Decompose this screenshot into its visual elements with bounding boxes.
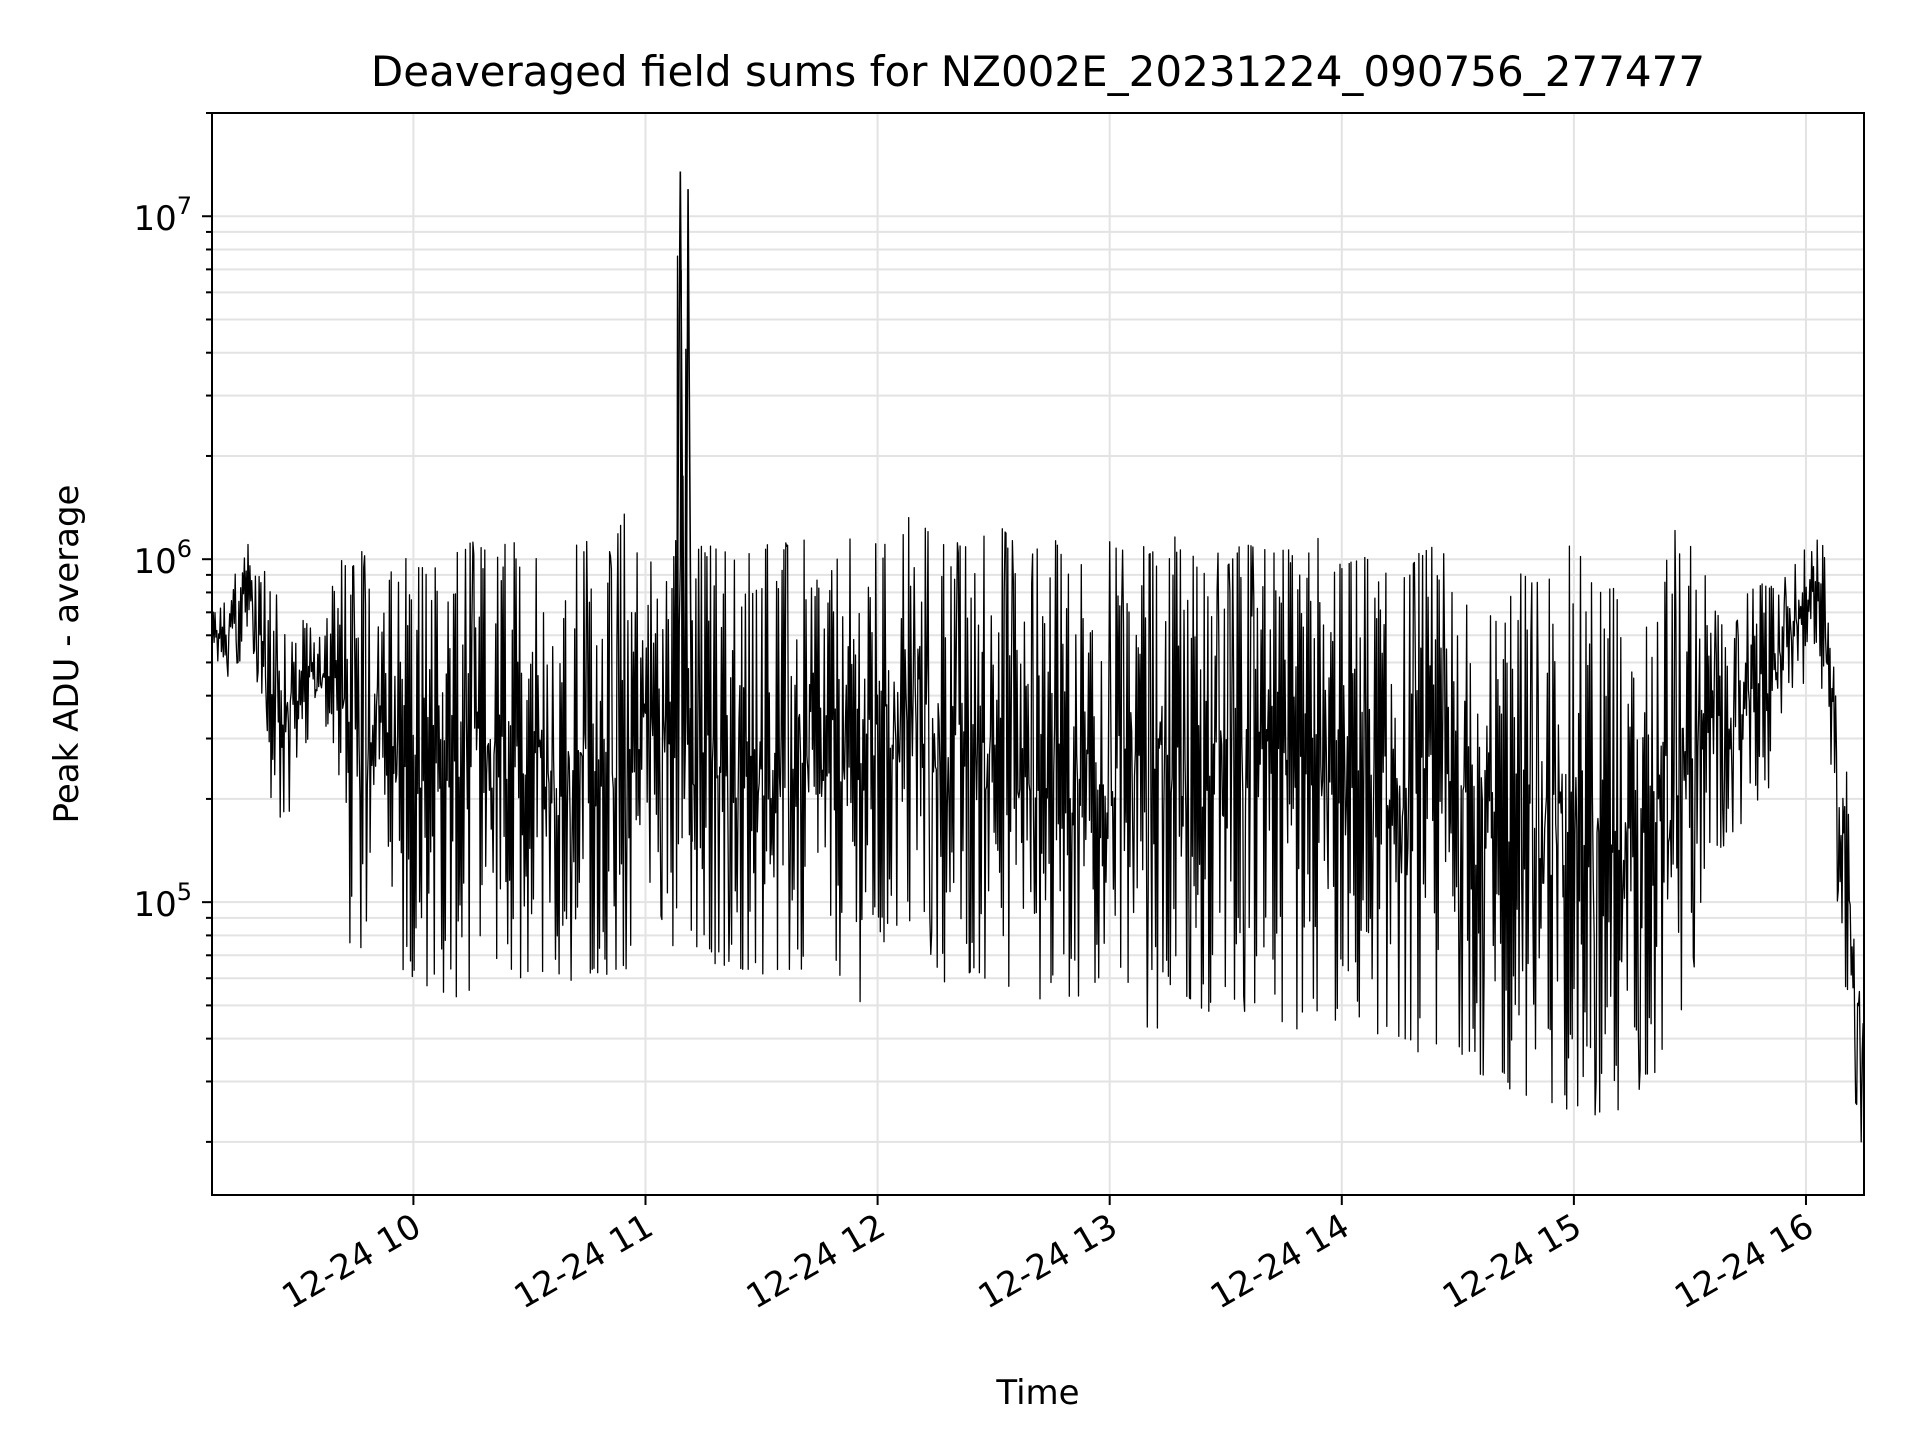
series-line	[211, 255, 1865, 1151]
series-spike	[675, 171, 693, 842]
x-tick-label: 12-24 14	[1204, 1206, 1356, 1317]
x-axis-label: Time	[995, 1373, 1079, 1413]
y-tick-label: 107	[133, 192, 192, 239]
y-tick-exponent: 6	[177, 535, 192, 563]
y-axis-label: Peak ADU - average	[47, 485, 87, 824]
x-tick-label: 12-24 12	[740, 1206, 892, 1317]
y-tick-base: 10	[133, 199, 176, 239]
y-tick-label: 106	[133, 535, 192, 582]
y-tick-exponent: 5	[177, 878, 192, 906]
x-tick-label: 12-24 15	[1436, 1206, 1588, 1317]
x-tick-label: 12-24 16	[1668, 1206, 1820, 1317]
y-tick-exponent: 7	[177, 192, 192, 220]
y-tick-base: 10	[133, 542, 176, 582]
y-tick-label: 105	[133, 878, 192, 925]
series-line-group	[211, 171, 1865, 1151]
x-tick-label: 12-24 11	[508, 1206, 660, 1317]
y-tick-base: 10	[133, 885, 176, 925]
x-tick-label: 12-24 13	[972, 1206, 1124, 1317]
chart-title: Deaveraged field sums for NZ002E_2023122…	[371, 47, 1705, 96]
x-tick-label: 12-24 10	[276, 1206, 428, 1317]
plot-frame	[211, 112, 1865, 1196]
